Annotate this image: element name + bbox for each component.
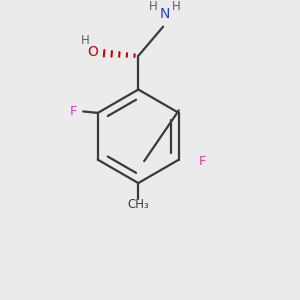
Text: F: F [199, 154, 206, 168]
Text: H: H [172, 0, 181, 13]
Text: N: N [159, 7, 170, 20]
Text: CH₃: CH₃ [128, 199, 149, 212]
Text: O: O [88, 44, 98, 58]
Text: H: H [148, 0, 157, 13]
Text: H: H [81, 34, 90, 47]
Text: F: F [70, 105, 77, 118]
